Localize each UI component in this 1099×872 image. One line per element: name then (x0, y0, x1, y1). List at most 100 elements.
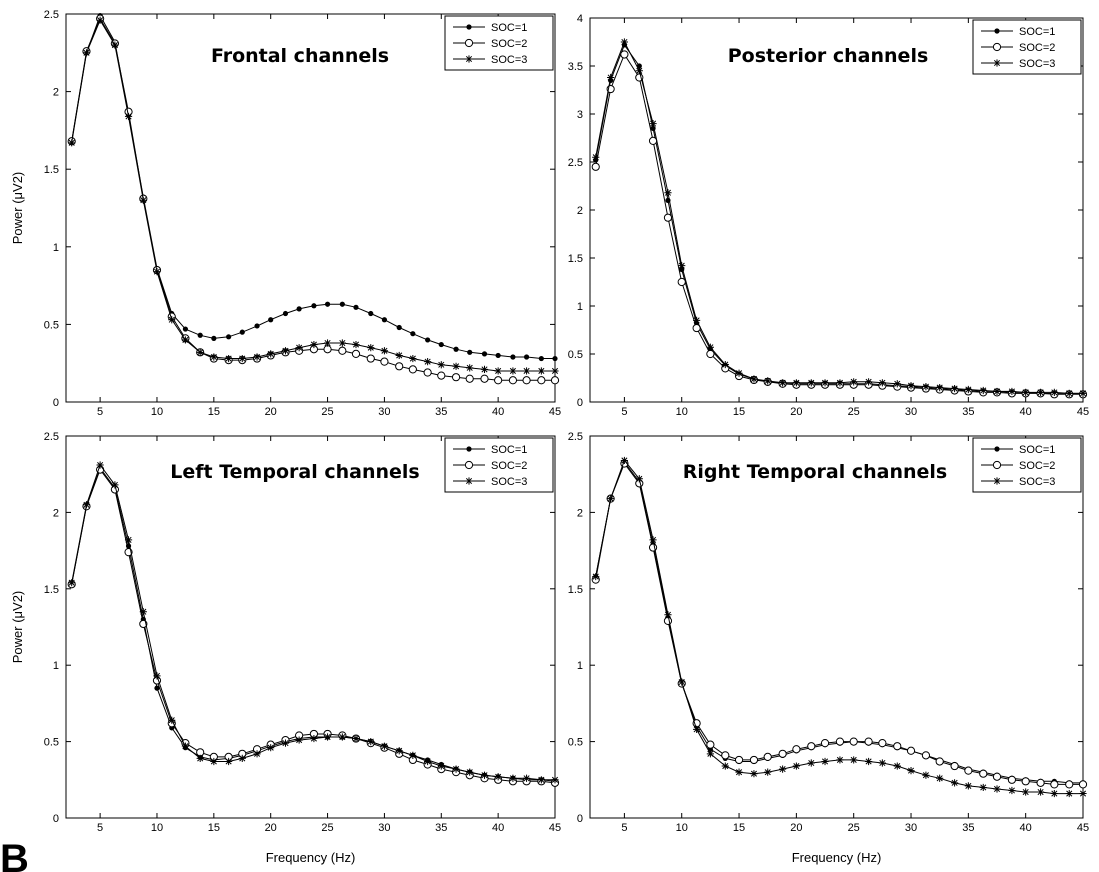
x-tick-label: 20 (265, 822, 277, 834)
x-tick-label: 15 (733, 406, 745, 418)
y-tick-label: 2 (53, 507, 59, 519)
data-point (1022, 388, 1030, 396)
data-point (735, 369, 743, 377)
legend-box (444, 437, 554, 493)
data-point (693, 316, 701, 324)
legend-label: SOC=1 (1019, 444, 1055, 456)
plot-area-frame (65, 435, 556, 819)
x-tick-label: 5 (621, 406, 627, 418)
data-point (323, 733, 332, 741)
data-point (922, 383, 930, 391)
data-point (706, 349, 715, 359)
data-point (452, 765, 460, 773)
chart-panel: 5 10 15 20 25 30 35 40 45 0 0.5 1 1.5 2 2.5 Frequency (… (568, 431, 1089, 865)
data-point (523, 354, 530, 360)
legend: SOC=1 SOC=2 SOC=3 (972, 19, 1082, 75)
data-point (494, 773, 502, 781)
data-point (807, 379, 815, 387)
data-point (835, 737, 845, 746)
x-tick-label: 5 (97, 406, 103, 418)
data-point (253, 750, 261, 758)
data-point (878, 739, 887, 748)
data-point (678, 262, 686, 270)
legend-marker (994, 446, 1000, 452)
data-point (466, 768, 474, 776)
y-tick-label: 1 (577, 301, 583, 313)
data-point (324, 301, 331, 307)
series-SOC=3 (592, 456, 1087, 798)
data-point (282, 310, 289, 317)
y-tick-label: 2.5 (44, 431, 59, 443)
x-tick-label: 10 (151, 822, 163, 834)
x-tick-label: 20 (790, 822, 802, 834)
y-tick-label: 1.5 (568, 584, 583, 596)
data-point (437, 762, 445, 770)
data-point (538, 355, 544, 362)
data-point (721, 360, 729, 369)
data-point (635, 475, 643, 483)
x-tick-label: 25 (848, 822, 860, 834)
data-point (367, 738, 375, 746)
data-point (1050, 789, 1058, 798)
data-point (395, 351, 403, 360)
data-point (1036, 388, 1045, 396)
panel-title: Frontal channels (211, 45, 389, 67)
data-point (410, 331, 416, 337)
y-tick-label: 0.5 (44, 319, 59, 331)
data-point (1036, 788, 1045, 796)
legend-marker (466, 24, 472, 30)
data-point (849, 737, 858, 746)
data-point (281, 739, 290, 747)
legend-label: SOC=3 (1019, 476, 1055, 488)
data-point (424, 358, 432, 366)
data-point (124, 112, 133, 121)
x-tick-label: 20 (265, 406, 277, 418)
data-point (964, 385, 972, 394)
series-line (595, 53, 1083, 395)
y-axis-label: Power (μV2) (10, 172, 25, 245)
data-point (607, 495, 615, 503)
data-point (750, 770, 758, 778)
data-point (1079, 389, 1087, 397)
data-point (649, 120, 657, 128)
legend-marker (465, 477, 473, 485)
data-point (878, 759, 886, 767)
data-point (465, 374, 474, 383)
x-tick-label: 45 (549, 822, 561, 834)
data-point (295, 736, 303, 744)
y-tick-label: 2 (577, 205, 583, 217)
data-point (338, 339, 346, 347)
data-point (551, 367, 559, 375)
x-tick-label: 30 (378, 822, 390, 834)
y-tick-label: 1 (577, 660, 583, 672)
y-tick-label: 2 (577, 507, 583, 519)
data-point (906, 746, 916, 755)
data-point (663, 213, 673, 222)
data-point (921, 751, 931, 760)
x-tick-label: 45 (549, 406, 561, 418)
data-point (850, 756, 858, 764)
data-point (792, 745, 801, 754)
legend-label: SOC=1 (1019, 26, 1055, 38)
data-point (950, 761, 959, 771)
data-point (648, 136, 658, 145)
data-point (153, 672, 161, 680)
data-point (551, 776, 559, 784)
y-tick-label: 2.5 (568, 431, 583, 443)
data-point (836, 756, 844, 764)
data-point (352, 734, 360, 743)
data-point (253, 353, 261, 361)
data-point (154, 685, 160, 691)
series-SOC=3 (68, 461, 559, 784)
series-SOC=2 (591, 459, 1088, 789)
data-point (1078, 780, 1088, 789)
x-tick-label: 45 (1077, 822, 1089, 834)
data-point (907, 767, 915, 775)
data-point (494, 376, 503, 385)
data-point (408, 365, 417, 374)
data-point (592, 153, 600, 161)
legend-label: SOC=2 (1019, 460, 1055, 472)
data-point (706, 343, 714, 351)
data-point (649, 536, 657, 544)
data-point (296, 306, 302, 312)
